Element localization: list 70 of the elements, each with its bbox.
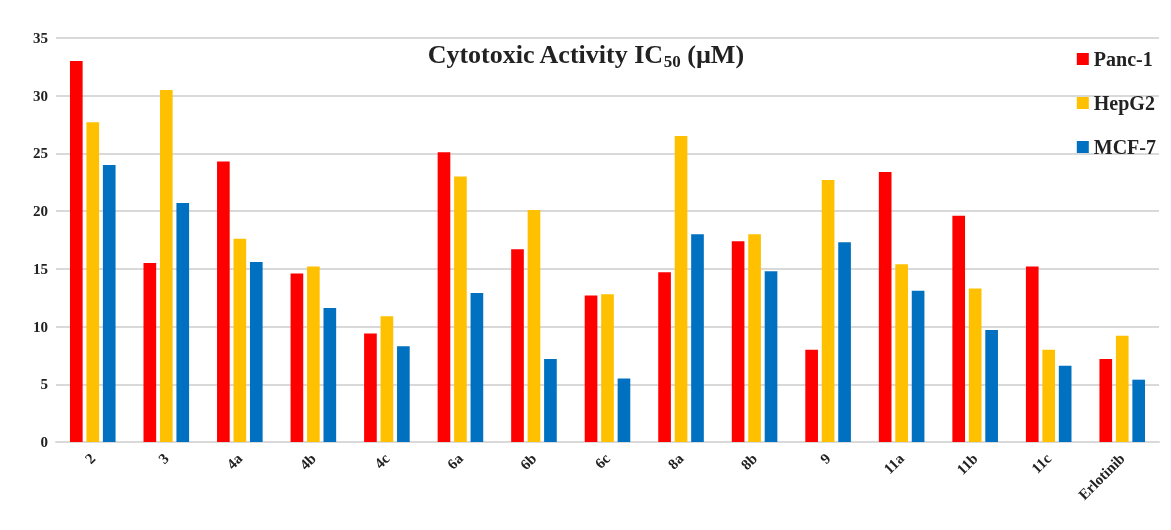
bar <box>454 176 467 442</box>
bar <box>691 234 704 442</box>
bar <box>102 164 116 442</box>
bar <box>176 203 190 442</box>
bar <box>217 161 230 442</box>
x-tick-label: 11b <box>953 450 981 478</box>
bar <box>233 238 247 442</box>
legend-label: MCF-7 <box>1093 136 1157 158</box>
bar <box>437 152 451 442</box>
bar <box>307 266 320 442</box>
bar <box>748 234 761 442</box>
legend-label: Panc-1 <box>1093 48 1153 70</box>
bar <box>1042 349 1056 442</box>
bar <box>821 179 835 442</box>
bar <box>1025 266 1039 442</box>
bar <box>249 261 263 442</box>
bar <box>805 349 818 442</box>
bar <box>1058 365 1072 442</box>
bar <box>544 358 557 442</box>
bar <box>601 294 614 442</box>
bar <box>617 378 631 442</box>
y-tick-label: 15 <box>33 260 48 277</box>
y-tick-label: 20 <box>33 203 48 220</box>
x-tick-label: 8b <box>737 450 761 473</box>
x-tick-label: 8a <box>664 449 688 473</box>
bar <box>364 333 377 442</box>
bar <box>1132 379 1146 442</box>
x-tick-label: 2 <box>81 450 99 467</box>
bar <box>290 273 304 442</box>
bar <box>731 241 745 442</box>
bar <box>968 288 982 442</box>
bar <box>470 293 484 442</box>
bar <box>985 330 998 442</box>
x-tick-label: 3 <box>155 450 172 467</box>
bar <box>86 122 100 442</box>
legend-label: HepG2 <box>1093 92 1155 115</box>
x-tick-label: 6b <box>517 450 540 473</box>
x-tick-label: 6a <box>444 449 467 473</box>
bar <box>511 249 524 442</box>
x-tick-label: 4c <box>371 450 393 472</box>
x-tick-label: 9 <box>817 450 834 467</box>
x-tick-label: 11a <box>880 449 908 477</box>
bar <box>895 264 908 442</box>
bar <box>527 209 541 442</box>
bar <box>584 295 598 442</box>
y-tick-label: 25 <box>33 145 48 162</box>
y-tick-label: 0 <box>40 434 48 450</box>
bar <box>69 61 83 442</box>
y-tick-label: 30 <box>33 87 48 104</box>
bar <box>159 89 173 442</box>
bar <box>323 308 337 442</box>
y-tick-label: 35 <box>33 30 48 46</box>
bar <box>878 171 892 442</box>
bar <box>674 136 688 442</box>
y-tick-label: 10 <box>33 318 48 335</box>
x-tick-label: 6c <box>591 450 614 472</box>
bar <box>1115 335 1129 442</box>
bar <box>380 316 394 442</box>
bar <box>764 271 778 442</box>
bar <box>143 263 157 442</box>
bar <box>1099 358 1113 442</box>
x-tick-label: 11c <box>1028 450 1055 477</box>
x-tick-label: 4b <box>296 450 320 473</box>
bar <box>658 272 671 442</box>
bar <box>952 215 966 442</box>
bar <box>397 346 410 442</box>
bar <box>911 290 925 442</box>
y-tick-label: 5 <box>40 376 48 393</box>
x-tick-label: 4a <box>223 449 246 473</box>
bar <box>838 242 851 442</box>
